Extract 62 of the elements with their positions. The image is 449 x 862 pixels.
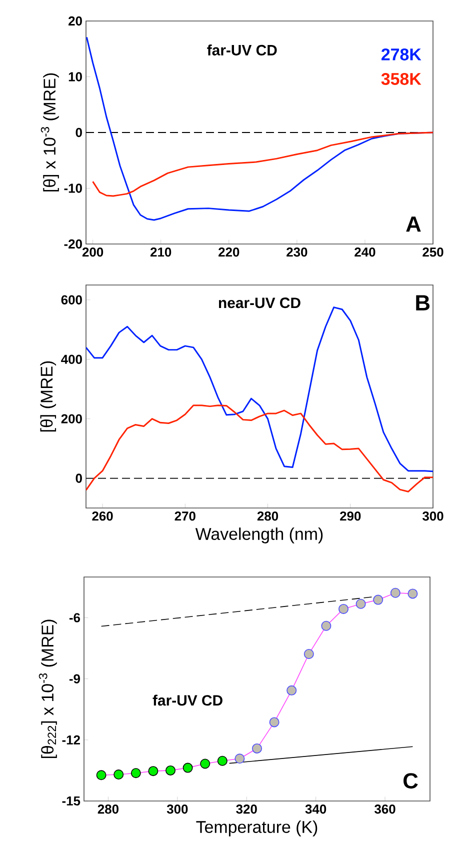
y-tick-label: 10 [68, 72, 82, 82]
point [269, 717, 280, 728]
annotation: far-UV CD [207, 44, 277, 56]
text: 278K [381, 48, 422, 60]
text: 358K [381, 72, 422, 85]
x-tick-label: 230 [286, 248, 308, 257]
point [356, 598, 366, 609]
x-tick-label: 280 [98, 804, 118, 814]
point [304, 648, 314, 659]
y-tick-label: 600 [61, 295, 82, 304]
y-tick-label: -15 [62, 796, 80, 806]
point [114, 770, 124, 780]
x-tick-label: 320 [236, 804, 257, 814]
y-tick-label: -6 [69, 613, 80, 622]
y-tick-label: 400 [61, 354, 82, 364]
y-tick-label: 20 [68, 16, 82, 26]
y-tick-label: -20 [64, 239, 82, 249]
point [390, 588, 400, 598]
y-axis-title: [θ] x 10$^{-3}$ (MRE) [40, 73, 59, 192]
x-axis-title: Wavelength (nm) [195, 528, 323, 544]
y-tick-label: -12 [62, 735, 80, 744]
x-tick-label: 360 [374, 804, 396, 814]
x-tick-label: 200 [82, 248, 104, 257]
y-tick-label: -9 [69, 674, 80, 684]
y-axis-title: [θ$_{222}$] x 10$^{-3}$ (MRE) [38, 620, 57, 758]
point [338, 604, 348, 614]
x-axis-title: Temperature (K) [196, 820, 318, 836]
point [182, 762, 193, 773]
x-tick-label: 300 [422, 512, 444, 521]
x-tick-label: 220 [218, 248, 240, 257]
point [96, 770, 106, 780]
point [252, 743, 262, 754]
annotation: far-UV CD [152, 694, 222, 706]
y-tick-label: 0 [76, 128, 82, 138]
point [166, 765, 176, 776]
x-tick-label: 260 [92, 512, 113, 521]
line-series [92, 132, 433, 197]
x-tick-label: 300 [166, 804, 188, 814]
point [217, 756, 228, 766]
y-tick-label: -10 [64, 184, 82, 193]
x-tick-label: 250 [422, 248, 444, 257]
annotation: A [406, 216, 421, 232]
y-axis-title: [θ] (MRE) [40, 361, 56, 432]
point [130, 768, 141, 778]
y-tick-label: 200 [61, 414, 82, 424]
point [373, 594, 384, 605]
x-tick-label: 210 [150, 248, 172, 257]
point [200, 758, 210, 769]
point [234, 754, 245, 764]
x-tick-label: 340 [305, 804, 326, 814]
point [321, 620, 332, 631]
x-tick-label: 240 [354, 248, 376, 257]
point [408, 588, 418, 599]
x-tick-label: 290 [340, 512, 361, 521]
annotation: C [404, 773, 418, 789]
annotation: near-UV CD [218, 298, 300, 308]
x-tick-label: 270 [174, 512, 196, 521]
x-tick-label: 280 [257, 512, 278, 521]
point [286, 685, 297, 696]
point [148, 766, 158, 776]
y-tick-label: 0 [76, 474, 82, 483]
annotation: B [416, 295, 430, 310]
